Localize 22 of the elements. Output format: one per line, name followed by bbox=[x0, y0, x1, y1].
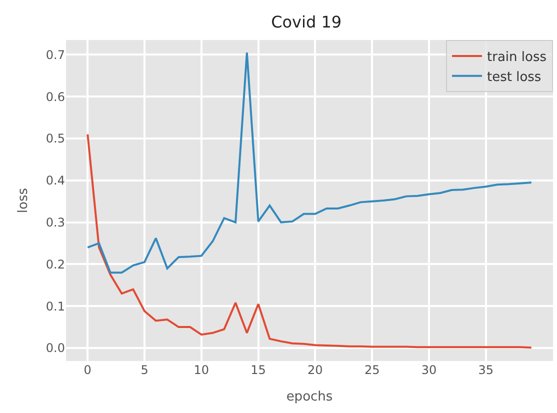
x-axis-title: epochs bbox=[286, 390, 333, 405]
x-tick-label: 10 bbox=[194, 363, 210, 377]
x-tick-label: 0 bbox=[84, 363, 92, 377]
x-tick-label: 5 bbox=[140, 363, 148, 377]
line-series bbox=[86, 133, 532, 349]
legend-label: test loss bbox=[487, 70, 542, 85]
chart-title: Covid 19 bbox=[271, 12, 342, 32]
y-axis-title: loss bbox=[16, 188, 31, 214]
x-tick-label: 20 bbox=[308, 363, 323, 377]
x-tick-label: 35 bbox=[478, 363, 494, 377]
x-tick-label: 30 bbox=[421, 363, 437, 377]
y-tick-label: 0.6 bbox=[46, 90, 65, 104]
y-tick-label: 0.3 bbox=[46, 215, 65, 230]
y-tick-label: 0.4 bbox=[46, 174, 65, 188]
x-tick-label: 15 bbox=[250, 363, 266, 377]
y-tick-label: 0.7 bbox=[46, 48, 65, 62]
y-tick-label: 0.2 bbox=[46, 257, 65, 272]
legend-label: train loss bbox=[487, 50, 547, 66]
y-tick-label: 0.5 bbox=[46, 132, 65, 146]
x-tick-label: 25 bbox=[364, 363, 380, 377]
y-tick-label: 0.1 bbox=[46, 299, 65, 314]
y-tick-label: 0.0 bbox=[46, 341, 65, 356]
